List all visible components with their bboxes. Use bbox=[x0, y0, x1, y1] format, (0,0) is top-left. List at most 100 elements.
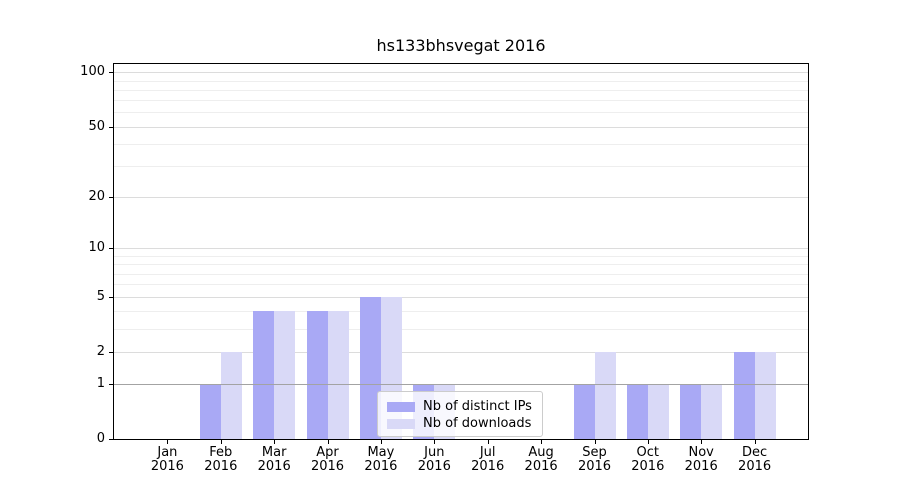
x-label-year: 2016 bbox=[577, 459, 612, 474]
gridline-minor-y8 bbox=[114, 264, 808, 266]
gridline-y10 bbox=[114, 248, 808, 250]
gridline-minor-y4 bbox=[114, 311, 808, 313]
x-label-month: Jun bbox=[424, 445, 445, 460]
x-tick-label-may: May 2016 bbox=[354, 446, 408, 474]
y-tick-label-0: 0 bbox=[96, 431, 105, 446]
x-label-month: Oct bbox=[636, 445, 660, 460]
x-tick-label-jun: Jun 2016 bbox=[407, 446, 461, 474]
legend: Nb of distinct IPs Nb of downloads bbox=[377, 391, 543, 437]
gridline-y50 bbox=[114, 126, 808, 128]
x-label-month: Jul bbox=[479, 445, 496, 460]
x-tick-jun bbox=[434, 440, 436, 444]
y-tick-1 bbox=[109, 383, 113, 385]
bar-distinct-ips-feb bbox=[199, 383, 221, 439]
legend-item-downloads: Nb of downloads bbox=[387, 415, 534, 432]
gridline-y1 bbox=[114, 383, 808, 385]
y-tick-label-20: 20 bbox=[88, 189, 105, 204]
x-tick-label-dec: Dec 2016 bbox=[728, 446, 782, 474]
bar-downloads-feb bbox=[220, 351, 242, 439]
x-tick-label-feb: Feb 2016 bbox=[194, 446, 248, 474]
gridline-minor-y80 bbox=[114, 89, 808, 91]
x-label-month: Feb bbox=[209, 445, 233, 460]
gridline-minor-y90 bbox=[114, 80, 808, 82]
x-tick-oct bbox=[647, 440, 649, 444]
y-tick-label-100: 100 bbox=[80, 64, 105, 80]
gridline-y100 bbox=[114, 72, 808, 74]
gridline-minor-y6 bbox=[114, 284, 808, 286]
x-label-month: May bbox=[367, 445, 395, 460]
y-tick-label-2: 2 bbox=[96, 343, 105, 359]
x-tick-label-aug: Aug 2016 bbox=[514, 446, 568, 474]
x-tick-sep bbox=[594, 440, 596, 444]
legend-label-distinct-ips: Nb of distinct IPs bbox=[423, 399, 532, 414]
y-tick-label-10: 10 bbox=[88, 240, 105, 256]
bar-distinct-ips-mar bbox=[253, 311, 275, 439]
y-tick-label-50: 50 bbox=[88, 118, 105, 134]
x-tick-may bbox=[380, 440, 382, 444]
y-tick-10 bbox=[109, 248, 113, 250]
x-label-month: Nov bbox=[688, 445, 714, 460]
gridline-minor-y40 bbox=[114, 143, 808, 145]
y-tick-20 bbox=[109, 197, 113, 198]
gridline-minor-y7 bbox=[114, 273, 808, 275]
x-tick-label-nov: Nov 2016 bbox=[674, 446, 728, 474]
x-label-year: 2016 bbox=[257, 459, 291, 474]
x-tick-label-jan: Jan 2016 bbox=[140, 446, 194, 474]
bar-distinct-ips-oct bbox=[626, 383, 648, 439]
bar-distinct-ips-nov bbox=[680, 383, 702, 439]
bar-distinct-ips-may bbox=[359, 296, 381, 439]
y-tick-2 bbox=[109, 351, 113, 353]
gridline-minor-y9 bbox=[114, 256, 808, 257]
x-label-year: 2016 bbox=[417, 459, 451, 474]
x-label-month: Apr bbox=[316, 445, 339, 460]
legend-swatch-distinct-ips-icon bbox=[387, 401, 415, 412]
gridline-y20 bbox=[114, 197, 808, 198]
y-tick-label-1: 1 bbox=[96, 375, 105, 391]
gridline-y5 bbox=[114, 296, 808, 298]
x-label-month: Mar bbox=[261, 445, 287, 460]
x-label-year: 2016 bbox=[364, 459, 398, 474]
bar-downloads-nov bbox=[701, 383, 723, 439]
x-label-month: Jan bbox=[157, 445, 178, 460]
x-tick-jul bbox=[487, 440, 489, 444]
gridline-y2 bbox=[114, 351, 808, 353]
x-label-month: Sep bbox=[582, 445, 607, 460]
plot-area bbox=[113, 63, 809, 440]
x-label-month: Aug bbox=[528, 445, 554, 460]
x-tick-label-sep: Sep 2016 bbox=[568, 446, 622, 474]
bar-distinct-ips-dec bbox=[733, 351, 755, 439]
x-tick-feb bbox=[220, 440, 222, 444]
gridline-minor-y70 bbox=[114, 100, 808, 102]
x-tick-apr bbox=[327, 440, 329, 444]
x-tick-label-mar: Mar 2016 bbox=[247, 446, 301, 474]
x-label-year: 2016 bbox=[738, 459, 772, 474]
x-label-year: 2016 bbox=[524, 459, 558, 474]
x-tick-dec bbox=[754, 440, 756, 444]
bar-distinct-ips-apr bbox=[306, 311, 328, 439]
legend-item-distinct-ips: Nb of distinct IPs bbox=[387, 398, 534, 415]
gridline-minor-y30 bbox=[114, 166, 808, 168]
bar-downloads-sep bbox=[594, 351, 616, 439]
bar-downloads-dec bbox=[754, 351, 776, 439]
x-tick-label-apr: Apr 2016 bbox=[301, 446, 355, 474]
x-label-year: 2016 bbox=[471, 459, 505, 474]
x-label-year: 2016 bbox=[204, 459, 238, 474]
x-label-year: 2016 bbox=[150, 459, 184, 474]
gridline-minor-y60 bbox=[114, 112, 808, 114]
x-tick-label-jul: Jul 2016 bbox=[461, 446, 515, 474]
gridline-minor-y3 bbox=[114, 328, 808, 330]
y-tick-50 bbox=[109, 126, 113, 128]
y-tick-100 bbox=[109, 72, 113, 74]
y-tick-5 bbox=[109, 296, 113, 298]
legend-swatch-downloads-icon bbox=[387, 418, 415, 429]
y-tick-label-5: 5 bbox=[96, 288, 105, 304]
x-label-year: 2016 bbox=[684, 459, 718, 474]
x-tick-nov bbox=[701, 440, 703, 444]
bar-downloads-apr bbox=[327, 311, 349, 439]
x-label-month: Dec bbox=[742, 445, 768, 460]
x-label-year: 2016 bbox=[631, 459, 665, 474]
legend-label-downloads: Nb of downloads bbox=[423, 416, 532, 431]
x-tick-aug bbox=[541, 440, 543, 444]
chart-title: hs133bhsvegat 2016 bbox=[376, 36, 546, 55]
